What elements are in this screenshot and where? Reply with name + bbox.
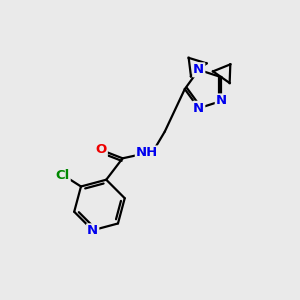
Text: N: N [216, 94, 227, 107]
Text: Cl: Cl [56, 169, 70, 182]
Text: N: N [193, 102, 204, 115]
Text: N: N [193, 63, 204, 76]
Text: O: O [96, 143, 107, 157]
Text: NH: NH [136, 146, 158, 160]
Text: N: N [87, 224, 98, 237]
